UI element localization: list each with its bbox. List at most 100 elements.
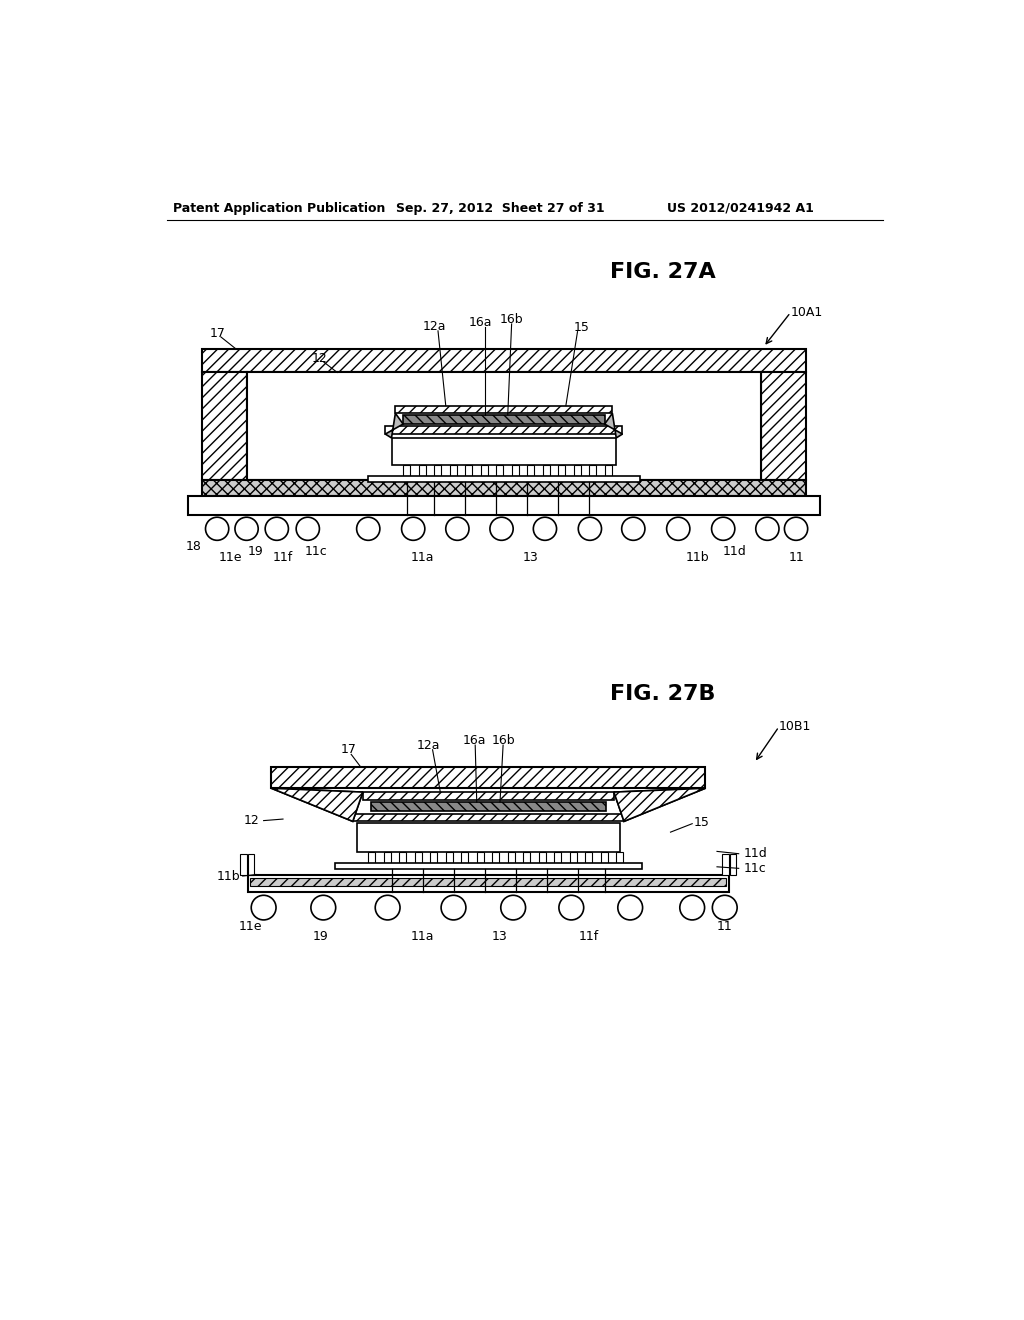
Text: 11f: 11f: [272, 550, 293, 564]
Text: 12a: 12a: [422, 319, 445, 333]
Text: 11f: 11f: [579, 931, 599, 944]
Bar: [403, 465, 410, 475]
Circle shape: [206, 517, 228, 540]
Bar: [722, 854, 729, 875]
Bar: [604, 465, 611, 475]
Circle shape: [784, 517, 808, 540]
Bar: [251, 878, 726, 886]
Bar: [477, 853, 483, 863]
Bar: [512, 465, 518, 475]
Circle shape: [579, 517, 601, 540]
Bar: [434, 465, 441, 475]
Circle shape: [667, 517, 690, 540]
Circle shape: [311, 895, 336, 920]
Text: 13: 13: [493, 931, 508, 944]
Bar: [391, 438, 616, 465]
Text: 12: 12: [244, 814, 260, 828]
Bar: [496, 465, 503, 475]
Text: 11: 11: [717, 920, 732, 933]
Circle shape: [441, 895, 466, 920]
Text: 16b: 16b: [493, 734, 516, 747]
Text: 11e: 11e: [218, 550, 242, 564]
Bar: [395, 405, 612, 413]
Bar: [430, 853, 437, 863]
Bar: [573, 465, 581, 475]
Text: 11a: 11a: [411, 931, 434, 944]
Text: 10B1: 10B1: [779, 721, 811, 733]
Bar: [589, 465, 596, 475]
Text: 12a: 12a: [417, 739, 440, 751]
Text: 16a: 16a: [463, 734, 486, 747]
Circle shape: [265, 517, 289, 540]
Bar: [369, 853, 375, 863]
Circle shape: [756, 517, 779, 540]
Text: 19: 19: [248, 545, 264, 558]
Bar: [419, 465, 426, 475]
Text: 11c: 11c: [744, 862, 767, 875]
Polygon shape: [614, 788, 706, 821]
Bar: [271, 767, 706, 788]
Text: 16b: 16b: [500, 313, 523, 326]
Bar: [508, 853, 515, 863]
Circle shape: [375, 895, 400, 920]
Bar: [399, 853, 407, 863]
Bar: [384, 853, 391, 863]
Bar: [403, 414, 604, 424]
Text: 15: 15: [573, 321, 590, 334]
Text: 11b: 11b: [217, 870, 241, 883]
Circle shape: [356, 517, 380, 540]
Circle shape: [401, 517, 425, 540]
Bar: [187, 496, 820, 515]
Polygon shape: [271, 788, 362, 821]
Text: 18: 18: [185, 540, 202, 553]
Circle shape: [296, 517, 319, 540]
Bar: [362, 792, 614, 800]
Circle shape: [713, 895, 737, 920]
Circle shape: [234, 517, 258, 540]
Bar: [247, 372, 761, 480]
Text: 12: 12: [311, 352, 328, 366]
Polygon shape: [604, 413, 623, 438]
Circle shape: [622, 517, 645, 540]
Bar: [248, 854, 254, 875]
Polygon shape: [614, 788, 706, 821]
Bar: [450, 465, 457, 475]
Bar: [586, 853, 592, 863]
Circle shape: [712, 517, 735, 540]
Bar: [461, 853, 468, 863]
Text: 17: 17: [209, 327, 225, 341]
Circle shape: [501, 895, 525, 920]
Bar: [356, 822, 621, 853]
Circle shape: [559, 895, 584, 920]
Circle shape: [534, 517, 557, 540]
Text: Sep. 27, 2012  Sheet 27 of 31: Sep. 27, 2012 Sheet 27 of 31: [395, 202, 604, 215]
Bar: [601, 853, 607, 863]
Text: 11d: 11d: [744, 847, 768, 861]
Bar: [202, 480, 806, 495]
Bar: [369, 475, 640, 482]
Bar: [569, 853, 577, 863]
Bar: [415, 853, 422, 863]
Bar: [761, 372, 806, 480]
Circle shape: [680, 895, 705, 920]
Text: 17: 17: [341, 743, 356, 756]
Text: 11: 11: [788, 550, 804, 564]
Bar: [248, 875, 729, 892]
Circle shape: [251, 895, 276, 920]
Text: Patent Application Publication: Patent Application Publication: [173, 202, 385, 215]
Text: FIG. 27B: FIG. 27B: [610, 684, 716, 705]
Text: 15: 15: [693, 816, 710, 829]
Circle shape: [617, 895, 643, 920]
Bar: [371, 803, 606, 812]
Text: 11a: 11a: [411, 550, 434, 564]
Bar: [523, 853, 530, 863]
Bar: [480, 465, 487, 475]
Text: FIG. 27A: FIG. 27A: [610, 263, 716, 282]
Text: 16a: 16a: [469, 315, 493, 329]
Bar: [202, 350, 806, 372]
Bar: [202, 372, 247, 480]
Bar: [493, 853, 500, 863]
Bar: [335, 863, 642, 869]
Bar: [539, 853, 546, 863]
Bar: [241, 854, 247, 875]
